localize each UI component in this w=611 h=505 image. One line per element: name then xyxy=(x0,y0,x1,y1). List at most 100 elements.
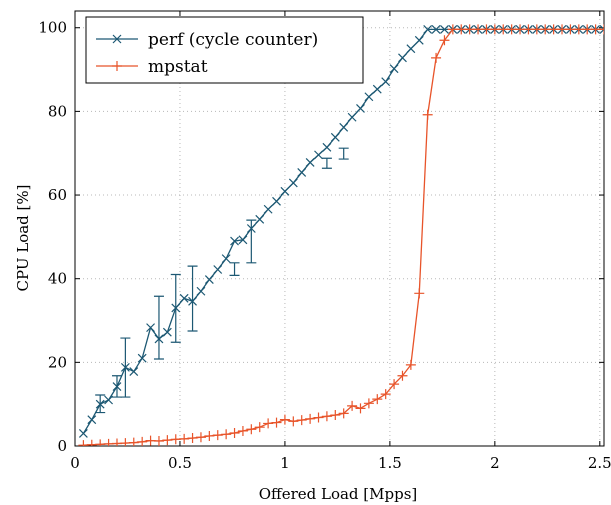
data-point xyxy=(195,432,206,443)
data-point xyxy=(414,288,425,299)
data-point xyxy=(78,429,88,438)
data-point xyxy=(347,112,357,122)
data-point xyxy=(238,235,248,245)
data-point xyxy=(548,24,559,35)
data-point xyxy=(523,24,534,35)
x-tick-label: 1 xyxy=(280,454,290,472)
data-point xyxy=(196,286,206,296)
series-line xyxy=(83,28,604,446)
data-point xyxy=(204,430,215,441)
data-point xyxy=(423,24,433,34)
data-point xyxy=(305,413,316,424)
data-point xyxy=(573,24,584,35)
series-mpstat xyxy=(78,24,604,446)
data-point xyxy=(162,327,172,337)
data-point xyxy=(153,435,164,446)
y-tick-label: 80 xyxy=(48,102,67,120)
data-point xyxy=(364,92,374,102)
data-point xyxy=(95,439,106,446)
data-point xyxy=(255,214,265,224)
data-point xyxy=(322,142,332,152)
data-point xyxy=(128,437,139,446)
data-point xyxy=(313,412,324,423)
data-point xyxy=(86,439,97,446)
data-point xyxy=(506,24,517,35)
data-point xyxy=(447,24,458,35)
data-point xyxy=(78,440,89,446)
error-bar xyxy=(153,295,164,360)
legend: perf (cycle counter) mpstat xyxy=(85,16,364,84)
data-point xyxy=(372,84,382,94)
data-point xyxy=(414,35,424,45)
data-point xyxy=(339,122,349,132)
data-point xyxy=(330,132,340,142)
data-point xyxy=(221,254,231,264)
series xyxy=(78,24,604,446)
data-point xyxy=(271,417,282,428)
data-point xyxy=(170,434,181,445)
data-point xyxy=(111,438,122,446)
data-point xyxy=(188,296,197,306)
y-tick-label: 40 xyxy=(48,270,67,288)
data-point xyxy=(456,24,467,35)
data-point xyxy=(431,52,442,63)
data-point xyxy=(230,236,239,246)
data-point xyxy=(137,353,147,363)
data-point xyxy=(389,379,400,390)
data-point xyxy=(237,425,248,436)
data-point xyxy=(515,24,526,35)
data-point xyxy=(296,415,307,426)
data-point xyxy=(422,109,433,120)
data-point xyxy=(356,104,365,113)
data-point xyxy=(489,24,500,35)
x-tick-label: 1.5 xyxy=(378,454,402,472)
data-point xyxy=(381,77,391,87)
data-point xyxy=(137,436,148,446)
data-point xyxy=(246,224,256,233)
series-line xyxy=(82,28,604,434)
data-point xyxy=(279,414,290,425)
data-point xyxy=(204,275,214,284)
legend-entry-label: mpstat xyxy=(148,57,208,77)
data-point xyxy=(599,24,604,35)
legend-box xyxy=(85,16,364,84)
x-tick-label: 2 xyxy=(490,454,500,472)
data-point xyxy=(297,168,307,177)
data-point xyxy=(347,400,358,411)
axes: 0 0.5 1 1.5 2 2.5 0 20 40 60 80 100 xyxy=(38,10,611,472)
data-point xyxy=(582,24,593,35)
data-point xyxy=(314,150,323,160)
data-point xyxy=(120,362,130,372)
data-point xyxy=(473,24,484,35)
error-bar xyxy=(338,147,349,160)
data-point xyxy=(87,415,97,425)
data-point xyxy=(305,157,315,167)
data-point xyxy=(103,438,114,446)
data-point xyxy=(112,382,122,392)
y-tick-label: 100 xyxy=(38,19,67,37)
data-point xyxy=(389,64,399,74)
data-point xyxy=(254,422,265,433)
data-point xyxy=(129,367,139,376)
data-point xyxy=(397,370,408,381)
data-point xyxy=(406,44,416,54)
data-point xyxy=(288,416,299,427)
series-perf xyxy=(78,24,604,438)
data-point xyxy=(599,24,604,34)
data-point xyxy=(398,53,407,63)
data-point xyxy=(321,411,332,422)
data-point xyxy=(372,394,383,405)
data-point xyxy=(288,178,298,188)
error-bar xyxy=(246,219,257,264)
data-point xyxy=(272,196,281,206)
data-point xyxy=(481,24,492,35)
data-point xyxy=(355,403,366,414)
data-point xyxy=(263,418,274,429)
data-point xyxy=(154,334,164,344)
data-point xyxy=(145,435,156,446)
x-tick-label: 0.5 xyxy=(168,454,192,472)
data-point xyxy=(330,410,341,421)
legend-marker xyxy=(112,34,122,44)
error-bar xyxy=(187,265,198,332)
data-point xyxy=(464,24,475,35)
